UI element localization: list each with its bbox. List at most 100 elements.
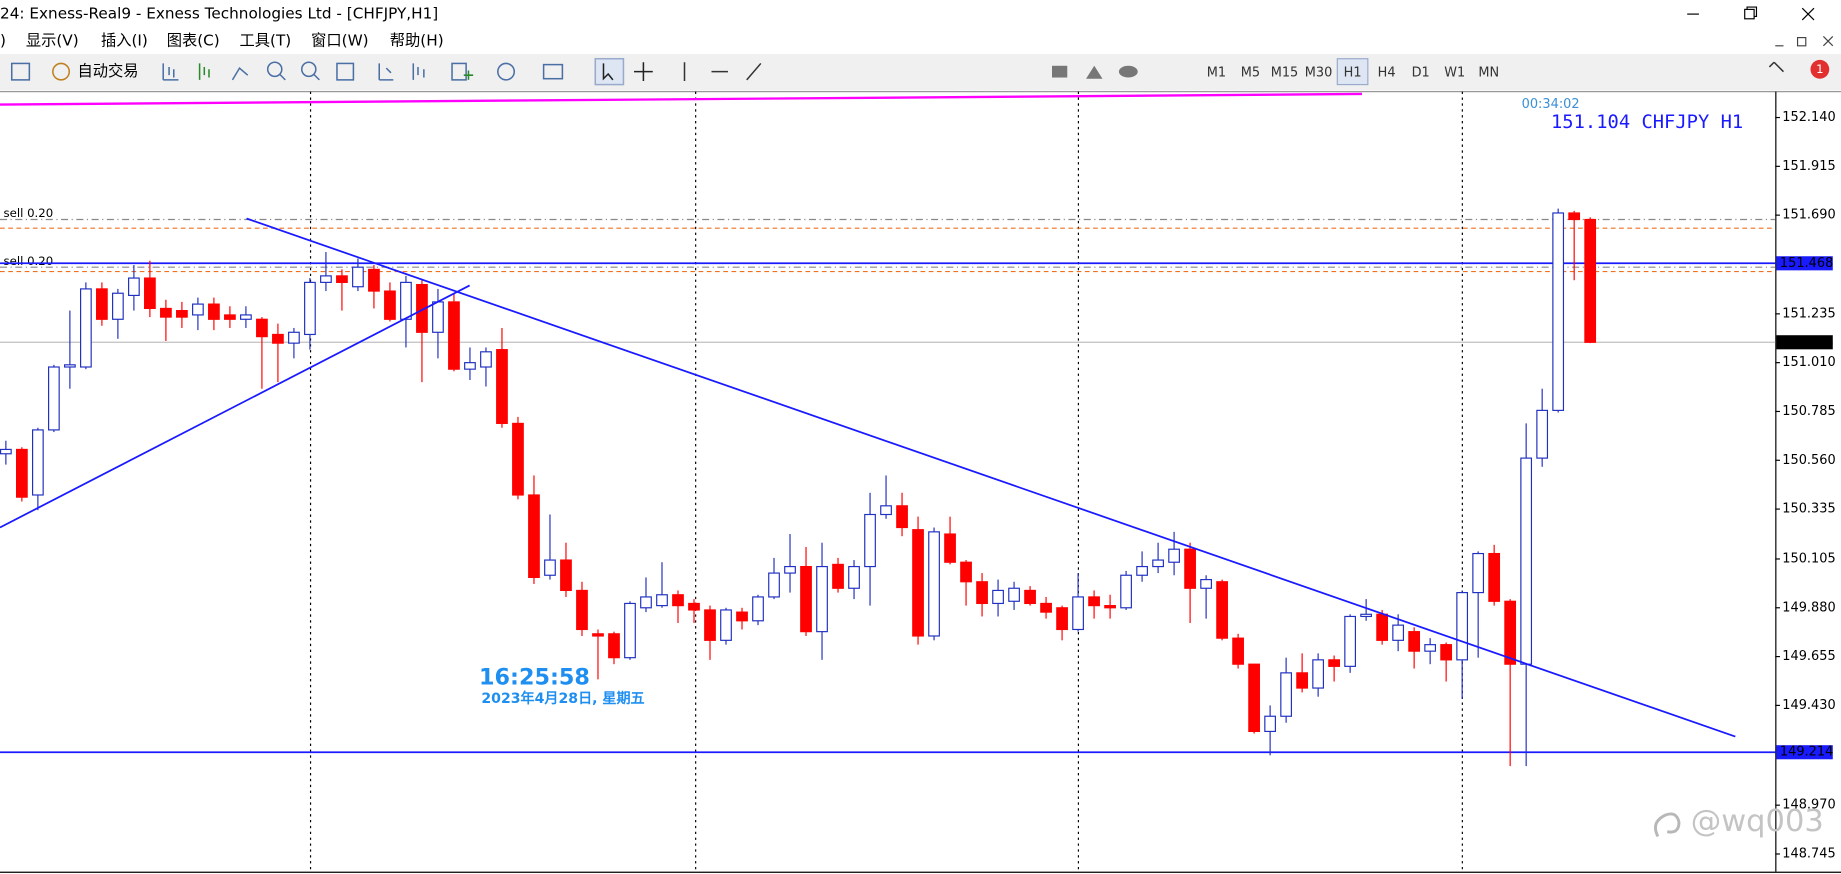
candle-body [1456,592,1469,661]
candle-body [1072,596,1084,631]
candle-body [1552,212,1565,411]
notification-count: 1 [1816,62,1823,76]
menu-item[interactable]: 工具(T) [240,32,292,50]
candle-body [560,559,572,592]
toolbar-icons[interactable] [10,57,1785,86]
candle-body [48,366,60,431]
candle-body [1088,596,1100,607]
timeframe-button[interactable]: H4 [1378,65,1396,80]
menu-item[interactable]: 图表(C) [167,32,220,50]
candle-body [272,333,284,344]
auto-trading[interactable]: 自动交易 [77,62,138,80]
candle-body [144,277,156,310]
candle-body [128,277,140,296]
child-window-controls[interactable] [1775,36,1834,47]
bar-timer: 00:34:02 [1522,97,1580,112]
timeframe-button[interactable]: MN [1478,65,1499,80]
candle-body [96,288,108,320]
active-timeframe [1336,58,1369,86]
candle-body [1152,559,1164,568]
title-bar [0,0,1841,29]
y-tick-label: 151.010 [1782,355,1835,370]
candle-body [1504,600,1517,665]
candle-body [848,565,860,589]
candle-body [672,594,684,607]
timeframe-button[interactable]: M15 [1271,65,1299,80]
y-tick-label: 150.785 [1782,404,1835,419]
y-tick-label: 148.970 [1782,798,1835,813]
candle-body [592,633,604,637]
line-marker [1776,745,1833,760]
candle-body [0,448,12,455]
candle-body [1296,672,1308,689]
timeframe-button[interactable]: D1 [1412,65,1430,80]
menu-item[interactable]: ) [0,32,6,50]
candle-body [544,559,556,576]
timeframe-button[interactable]: W1 [1444,65,1465,80]
candle-body [512,422,524,496]
candle-body [1440,644,1453,661]
y-tick-label: 150.560 [1782,453,1835,468]
menu-item[interactable]: 显示(V) [26,32,79,50]
candle-body [992,589,1004,605]
candle-body [608,633,620,659]
candle-body [1408,631,1421,652]
y-tick-label: 151.915 [1782,159,1835,174]
candle-body [304,281,316,336]
candle-body [1248,663,1260,733]
candle-body [576,589,588,631]
candle-body [640,596,652,609]
candle-body [1184,548,1196,589]
chart-area [0,91,1841,874]
menu-item[interactable]: 帮助(H) [390,32,444,50]
menu-item[interactable]: 插入(I) [101,32,148,50]
menu-item[interactable]: 窗口(W) [311,32,368,50]
candle-body [416,283,428,333]
candle-body [1520,457,1533,665]
candle-body [624,602,636,659]
timeframe-button[interactable]: M1 [1207,65,1226,80]
candle-body [656,594,668,607]
candle-body [1120,574,1132,609]
toolbar [0,54,1841,91]
clock-time: 16:25:58 [479,664,590,690]
candle-body [1344,615,1356,667]
line-marker-label: 149.214 [1780,745,1833,760]
candle-body [496,349,508,424]
candle-body [912,529,924,637]
candle-body [192,303,204,316]
candle-body [208,303,220,320]
order-label: sell 0.20 [4,254,54,268]
timeframe-button[interactable]: M30 [1305,65,1333,80]
candle-body [336,275,348,283]
notification-badge[interactable] [1810,59,1830,79]
bid-marker-label: 151.104 [1780,335,1833,350]
window-controls[interactable] [1687,6,1815,21]
timeframe-button[interactable]: M5 [1241,65,1260,80]
candle-body [528,494,540,578]
candle-body [1584,218,1597,343]
candle-body [880,505,892,516]
candle-body [1280,672,1292,717]
candle-body [1136,565,1148,576]
candle-body [928,531,940,637]
y-tick-label: 152.140 [1782,110,1835,125]
candle-body [1168,548,1180,563]
candle-body [1008,587,1020,602]
candle-body [1216,581,1228,639]
trend-lines[interactable] [0,217,1736,738]
candle-body [832,563,844,589]
candle-body [816,565,828,633]
timeframe-button[interactable]: H1 [1344,65,1362,80]
candle-body [688,602,700,611]
candle-body [1376,613,1389,641]
y-tick-label: 150.105 [1782,551,1835,566]
candle-body [64,364,76,368]
candle-body [752,596,764,622]
candle-body [784,565,796,574]
candle-body [1232,637,1244,665]
y-tick-label: 150.335 [1782,502,1835,517]
y-tick-label: 149.430 [1782,698,1835,713]
